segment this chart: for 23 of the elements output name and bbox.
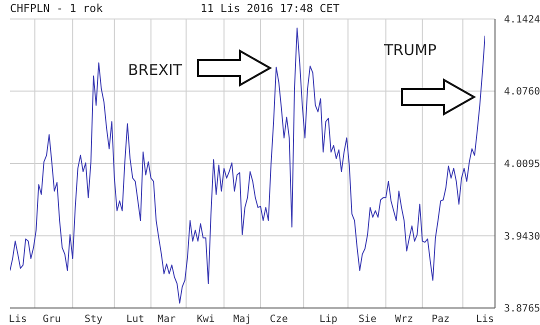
x-tick-label: Cze (270, 314, 288, 325)
x-tick-label: Maj (233, 314, 252, 325)
y-tick-label: 4.0095 (504, 158, 540, 170)
x-tick-label: Mar (158, 314, 176, 325)
x-tick-label: Sty (84, 314, 103, 325)
x-tick-label: Wrz (395, 314, 414, 325)
x-tick-label: Lip (319, 314, 338, 325)
x-tick-label: Sie (358, 314, 377, 325)
line-series (10, 28, 485, 304)
annotation: TRUMP (383, 41, 437, 59)
chart-title: CHFPLN - 1 rok (10, 2, 103, 15)
y-tick-label: 3.9430 (504, 231, 540, 242)
annotation: BREXIT (128, 61, 183, 79)
x-tick-label: Lis (476, 314, 494, 325)
y-tick-label: 4.0760 (504, 86, 540, 98)
chart-subtitle: 11 Lis 2016 17:48 CET (200, 2, 340, 15)
y-tick-label: 4.1424 (504, 14, 540, 26)
x-tick-label: Paz (432, 314, 450, 325)
y-tick-label: 3.8765 (504, 304, 540, 315)
x-tick-label: Kwi (196, 314, 215, 325)
x-tick-label: Lut (126, 314, 144, 325)
x-tick-label: Lis (8, 314, 27, 325)
x-tick-label: Gru (42, 314, 61, 325)
